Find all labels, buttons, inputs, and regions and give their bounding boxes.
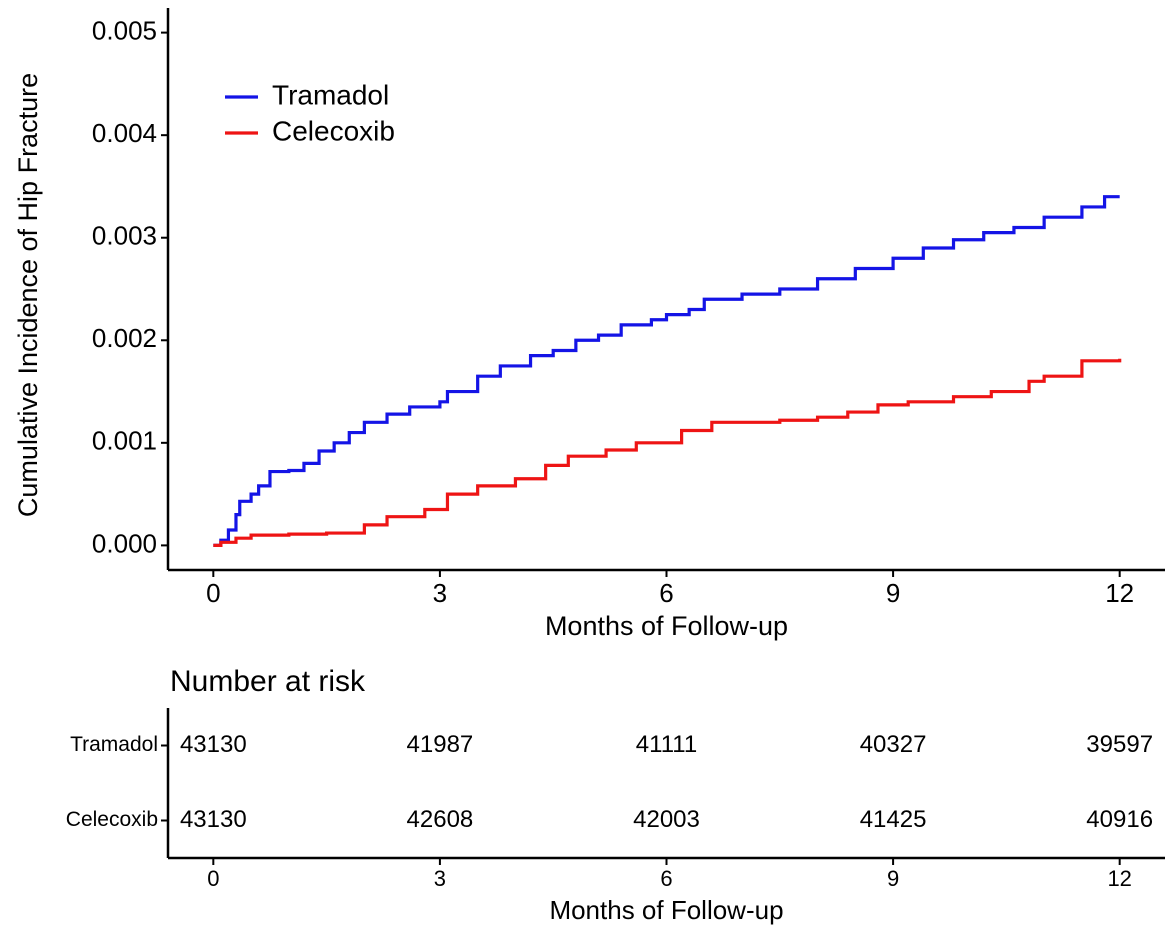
x-axis-title: Months of Follow-up [545,611,788,641]
y-tick-label: 0.005 [92,15,157,45]
x-tick-label: 6 [660,866,672,891]
risk-count: 39597 [1086,731,1153,758]
y-tick-label: 0.004 [92,118,157,148]
row-label: Tramadol [70,733,158,756]
y-tick-label: 0.000 [92,528,157,558]
x-tick-label: 0 [207,866,219,891]
risk-count: 43130 [180,731,247,758]
risk-count: 42003 [633,806,700,833]
series-line [213,195,1120,547]
x-tick-label: 9 [886,578,900,608]
x-axis-title: Months of Follow-up [549,895,783,925]
x-tick-label: 6 [659,578,673,608]
table-title: Number at risk [170,665,366,698]
y-axis-title: Cumulative Incidence of Hip Fracture [13,73,43,517]
risk-count: 43130 [180,806,247,833]
risk-count: 40916 [1086,806,1153,833]
x-tick-label: 12 [1107,866,1131,891]
series-line [213,358,1122,547]
row-label: Celecoxib [66,808,158,831]
risk-count: 41111 [636,731,697,758]
y-tick-label: 0.001 [92,426,157,456]
x-tick-label: 9 [887,866,899,891]
risk-count: 41425 [860,806,927,833]
legend-label: Celecoxib [272,115,395,146]
x-tick-label: 12 [1105,578,1134,608]
risk-count: 40327 [860,731,927,758]
risk-count: 41987 [407,731,474,758]
legend-label: Tramadol [272,79,389,110]
y-tick-label: 0.003 [92,221,157,251]
risk-count: 42608 [407,806,474,833]
x-tick-label: 0 [206,578,220,608]
x-tick-label: 3 [434,866,446,891]
x-tick-label: 3 [433,578,447,608]
y-tick-label: 0.002 [92,323,157,353]
